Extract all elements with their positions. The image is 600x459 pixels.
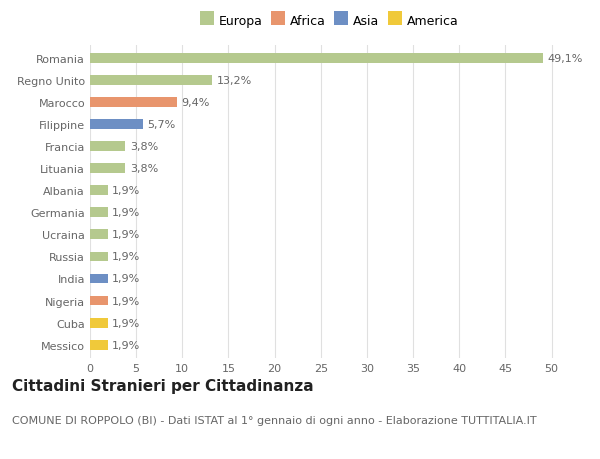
- Bar: [90, 296, 107, 306]
- Bar: [90, 76, 212, 86]
- Text: Cittadini Stranieri per Cittadinanza: Cittadini Stranieri per Cittadinanza: [12, 379, 314, 394]
- Text: 1,9%: 1,9%: [112, 252, 140, 262]
- Text: 9,4%: 9,4%: [181, 98, 210, 108]
- Bar: [90, 274, 107, 284]
- Text: 13,2%: 13,2%: [217, 76, 252, 86]
- Bar: [90, 318, 107, 328]
- Bar: [90, 164, 125, 174]
- Text: 1,9%: 1,9%: [112, 208, 140, 218]
- Bar: [90, 340, 107, 350]
- Text: COMUNE DI ROPPOLO (BI) - Dati ISTAT al 1° gennaio di ogni anno - Elaborazione TU: COMUNE DI ROPPOLO (BI) - Dati ISTAT al 1…: [12, 415, 536, 425]
- Text: 49,1%: 49,1%: [548, 54, 583, 64]
- Bar: [90, 252, 107, 262]
- Bar: [90, 186, 107, 196]
- Bar: [90, 120, 143, 130]
- Text: 3,8%: 3,8%: [130, 164, 158, 174]
- Bar: [90, 54, 543, 64]
- Text: 1,9%: 1,9%: [112, 274, 140, 284]
- Text: 1,9%: 1,9%: [112, 296, 140, 306]
- Text: 1,9%: 1,9%: [112, 186, 140, 196]
- Text: 1,9%: 1,9%: [112, 340, 140, 350]
- Text: 1,9%: 1,9%: [112, 230, 140, 240]
- Text: 1,9%: 1,9%: [112, 318, 140, 328]
- Legend: Europa, Africa, Asia, America: Europa, Africa, Asia, America: [196, 11, 464, 34]
- Bar: [90, 142, 125, 152]
- Bar: [90, 230, 107, 240]
- Text: 3,8%: 3,8%: [130, 142, 158, 152]
- Text: 5,7%: 5,7%: [147, 120, 175, 130]
- Bar: [90, 98, 177, 108]
- Bar: [90, 208, 107, 218]
